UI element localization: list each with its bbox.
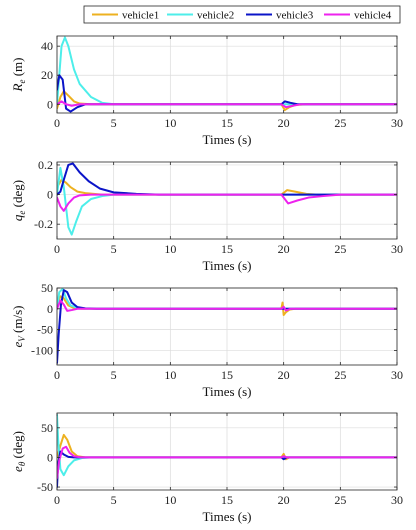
y-tick-label: 0 (47, 302, 53, 316)
x-tick-label: 5 (111, 116, 117, 130)
x-tick-label: 30 (391, 368, 403, 382)
y-axis-label-symbol: q (10, 214, 25, 221)
y-axis-label-unit: (m) (10, 58, 25, 80)
x-tick-label: 5 (111, 368, 117, 382)
y-tick-label: 0 (47, 188, 53, 202)
x-axis-label: Times (s) (202, 132, 251, 147)
y-axis-label-symbol: e (10, 466, 25, 472)
series-line-vehicle3 (57, 450, 397, 489)
x-tick-label: 0 (54, 242, 60, 256)
x-tick-label: 25 (334, 368, 346, 382)
x-tick-label: 0 (54, 116, 60, 130)
y-tick-label: 50 (41, 421, 53, 435)
x-tick-label: 15 (221, 368, 233, 382)
x-tick-label: 20 (278, 368, 290, 382)
x-tick-label: 25 (334, 493, 346, 507)
legend-box (83, 5, 401, 24)
x-axis-label: Times (s) (202, 258, 251, 273)
series-line-vehicle4 (57, 100, 397, 109)
y-tick-label: -100 (31, 343, 53, 357)
x-tick-label: 10 (164, 242, 176, 256)
y-axis-label-unit: (deg) (10, 180, 25, 211)
x-tick-label: 30 (391, 493, 403, 507)
x-tick-label: 30 (391, 116, 403, 130)
x-axis-label: Times (s) (202, 509, 251, 524)
subplot-3: 0 5 10 15 20 25 30 -100 -50 0 50 Times (s) eV (m/s) (10, 281, 403, 399)
y-tick-label: 20 (41, 68, 53, 82)
y-axis-label: eθ (deg) (10, 431, 27, 472)
x-tick-label: 15 (221, 493, 233, 507)
legend-label-vehicle4: vehicle4 (354, 10, 392, 22)
x-tick-label: 25 (334, 242, 346, 256)
y-tick-label: -50 (37, 480, 53, 494)
x-tick-label: 10 (164, 368, 176, 382)
legend-label-vehicle1: vehicle1 (122, 10, 159, 22)
legend-label-vehicle2: vehicle2 (197, 10, 234, 22)
x-tick-label: 10 (164, 493, 176, 507)
series-line-vehicle4 (57, 299, 397, 312)
subplot-1: 0 5 10 15 20 25 30 0 20 40 Times (s) Re (m) (10, 35, 403, 147)
y-axis-label-subscript: θ (17, 461, 27, 466)
legend-label-vehicle3: vehicle3 (276, 10, 314, 22)
x-tick-label: 15 (221, 242, 233, 256)
x-axis-label: Times (s) (202, 384, 251, 399)
y-axis-label-symbol: e (10, 341, 25, 347)
y-axis-label-subscript: e (17, 211, 27, 215)
y-tick-label: 40 (41, 39, 53, 53)
y-axis-label-subscript: V (17, 335, 27, 342)
x-tick-label: 20 (278, 242, 290, 256)
plots: 0 5 10 15 20 25 30 0 20 40 Times (s) Re (m) 0 5 10 15 20… (10, 35, 403, 524)
y-tick-label: 0.2 (38, 158, 53, 172)
x-tick-label: 25 (334, 116, 346, 130)
x-tick-label: 15 (221, 116, 233, 130)
y-axis-label: qe (deg) (10, 180, 27, 221)
y-axis-label: eV (m/s) (10, 306, 27, 348)
y-axis-label-symbol: R (10, 83, 25, 92)
y-axis-label-unit: (deg) (10, 431, 25, 462)
series-line-vehicle4 (57, 445, 397, 480)
x-tick-label: 30 (391, 242, 403, 256)
y-tick-label: 0 (47, 450, 53, 464)
legend: vehicle1 vehicle2 vehicle3 vehicle4 (83, 5, 401, 24)
series-line-vehicle4 (57, 193, 397, 212)
y-tick-label: -50 (37, 323, 53, 337)
x-tick-label: 20 (278, 116, 290, 130)
x-tick-label: 0 (54, 368, 60, 382)
x-tick-label: 20 (278, 493, 290, 507)
x-tick-label: 0 (54, 493, 60, 507)
y-tick-label: -0.2 (34, 217, 53, 231)
y-tick-label: 50 (41, 281, 53, 295)
y-axis-label-unit: (m/s) (10, 306, 25, 337)
x-tick-label: 10 (164, 116, 176, 130)
x-tick-label: 5 (111, 493, 117, 507)
x-tick-label: 5 (111, 242, 117, 256)
y-tick-label: 0 (47, 97, 53, 111)
y-axis-label: Re (m) (10, 58, 27, 93)
y-axis-label-subscript: e (17, 80, 27, 84)
